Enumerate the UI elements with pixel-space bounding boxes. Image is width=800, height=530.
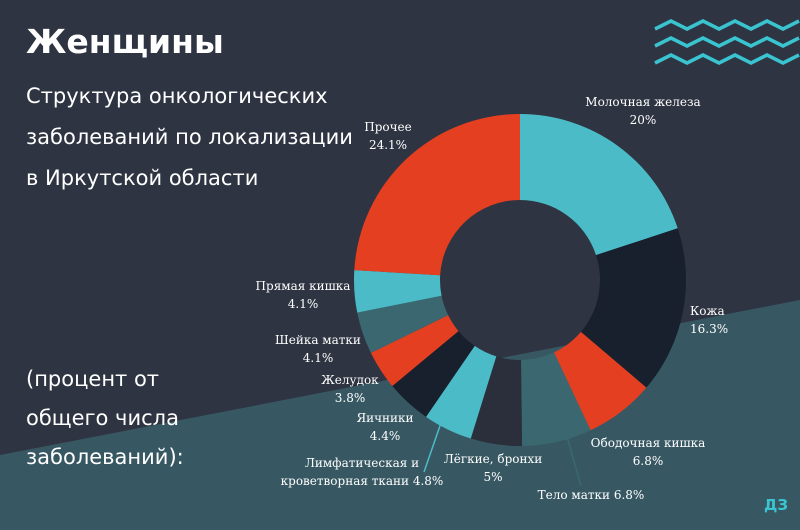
slice-label: Лимфатическая и кроветворная ткани 4.8% xyxy=(281,456,444,488)
leader-line xyxy=(555,397,582,487)
pie-slice xyxy=(553,331,647,431)
chart-labels: Молочная железа 20% Кожа 16.3% Ободочная киш… xyxy=(256,95,729,502)
pie-slice xyxy=(357,295,449,353)
logo: ДЗ xyxy=(764,496,788,514)
slice-label: Ободочная кишка 6.8% xyxy=(591,436,706,468)
slice-label: Прямая кишка 4.1% xyxy=(256,279,351,311)
page-subtitle: Структура онкологических заболеваний по … xyxy=(26,84,353,190)
wave-decoration xyxy=(654,19,800,65)
chart-leader-lines xyxy=(423,397,582,487)
logo-text: ДЗ xyxy=(764,496,788,514)
leader-line xyxy=(423,419,443,473)
pie-slice xyxy=(354,114,520,276)
chart-slices xyxy=(354,114,686,446)
pie-slice xyxy=(520,114,678,256)
slice-label: Тело матки 6.8% xyxy=(538,488,645,502)
slice-label: Шейка матки 4.1% xyxy=(275,333,361,365)
percent-note: (процент от общего числа заболеваний): xyxy=(26,367,184,469)
pie-slice xyxy=(370,315,459,387)
pie-slice xyxy=(580,228,686,388)
slice-label: Молочная железа 20% xyxy=(585,95,700,127)
slice-label: Прочее 24.1% xyxy=(364,120,412,152)
pie-slice xyxy=(392,331,475,417)
slice-label: Желудок 3.8% xyxy=(321,373,379,405)
slice-label: Яичники 4.4% xyxy=(356,411,413,443)
slice-label: Кожа 16.3% xyxy=(690,304,728,336)
pie-slice xyxy=(470,356,523,446)
pie-slice xyxy=(425,345,497,439)
page-title: Женщины xyxy=(26,22,224,61)
slice-label: Лёгкие, бронхи 5% xyxy=(444,452,543,484)
pie-slice xyxy=(354,270,442,313)
